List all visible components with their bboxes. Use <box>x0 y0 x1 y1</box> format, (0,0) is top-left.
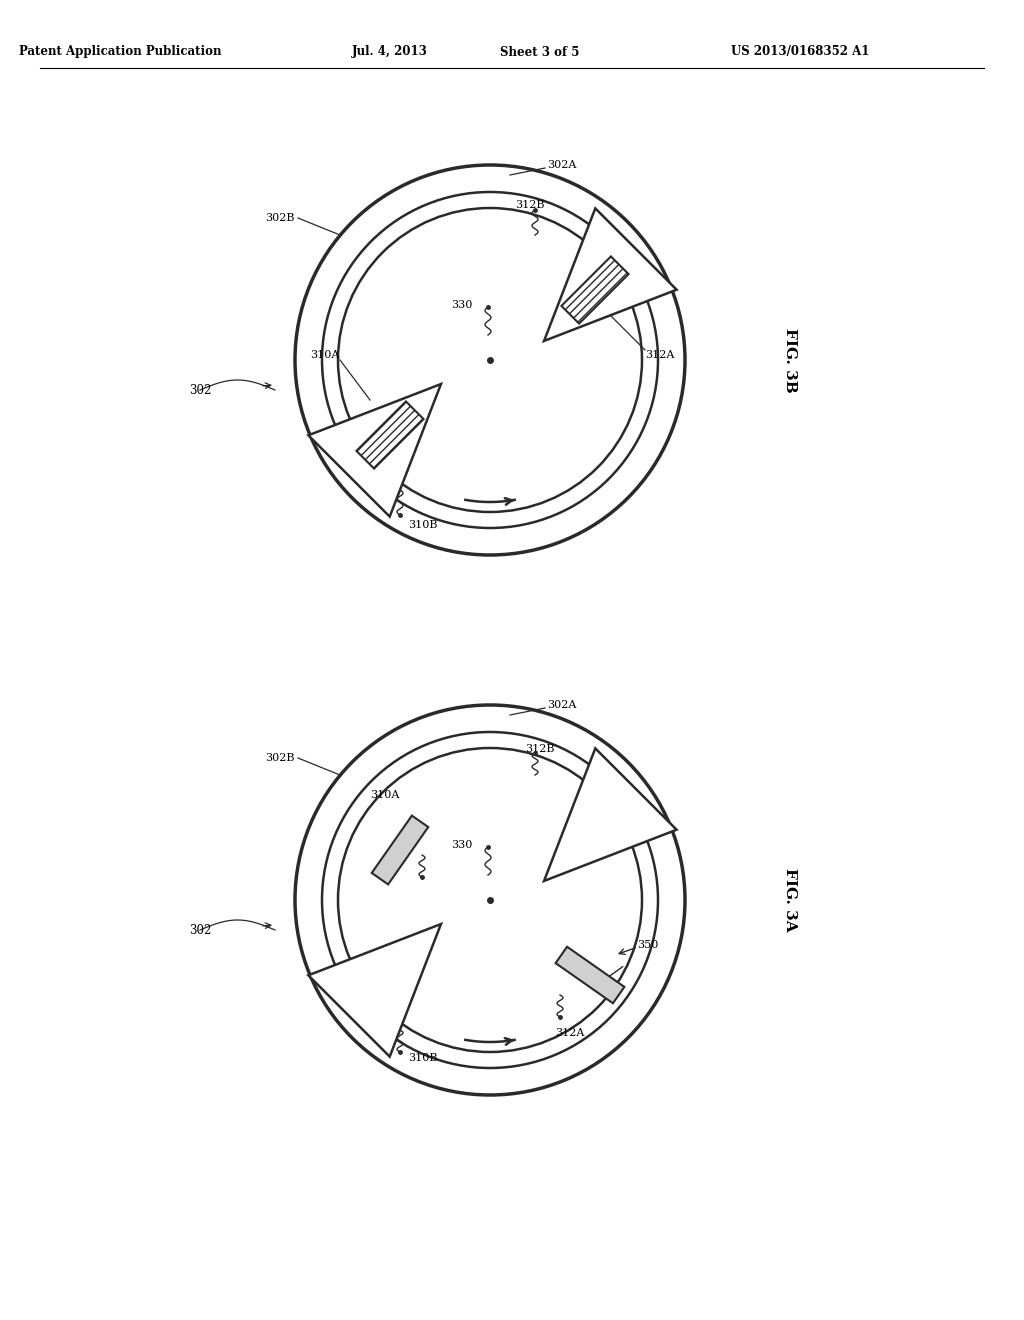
Text: 310A: 310A <box>371 789 399 800</box>
Text: 302: 302 <box>188 924 211 936</box>
Circle shape <box>295 705 685 1096</box>
Polygon shape <box>544 748 677 880</box>
Polygon shape <box>561 256 629 323</box>
Text: US 2013/0168352 A1: US 2013/0168352 A1 <box>731 45 869 58</box>
Text: Jul. 4, 2013: Jul. 4, 2013 <box>352 45 428 58</box>
Text: FIG. 3B: FIG. 3B <box>783 327 797 392</box>
Text: 302B: 302B <box>265 213 295 223</box>
Text: 312B: 312B <box>515 201 545 210</box>
Circle shape <box>338 748 642 1052</box>
Polygon shape <box>356 401 424 469</box>
Text: 310B: 310B <box>409 1053 437 1063</box>
Circle shape <box>322 733 658 1068</box>
Text: Patent Application Publication: Patent Application Publication <box>18 45 221 58</box>
Text: 330: 330 <box>452 840 473 850</box>
Circle shape <box>322 191 658 528</box>
Text: FIG. 3A: FIG. 3A <box>783 869 797 932</box>
Text: 312A: 312A <box>555 1028 585 1038</box>
Text: 310A: 310A <box>310 350 340 360</box>
Text: 350: 350 <box>637 940 658 950</box>
Text: 330: 330 <box>452 300 473 310</box>
Text: 302A: 302A <box>547 160 577 170</box>
Polygon shape <box>308 924 441 1056</box>
Text: 302B: 302B <box>265 752 295 763</box>
Text: Sheet 3 of 5: Sheet 3 of 5 <box>501 45 580 58</box>
Polygon shape <box>556 946 625 1003</box>
Text: 312A: 312A <box>645 350 675 360</box>
Text: 310B: 310B <box>409 520 437 531</box>
Text: 302A: 302A <box>547 700 577 710</box>
Polygon shape <box>308 384 441 516</box>
Polygon shape <box>372 816 428 884</box>
Text: 312B: 312B <box>525 744 555 754</box>
Text: 302: 302 <box>188 384 211 396</box>
Circle shape <box>295 165 685 554</box>
Polygon shape <box>544 209 677 341</box>
Circle shape <box>338 209 642 512</box>
